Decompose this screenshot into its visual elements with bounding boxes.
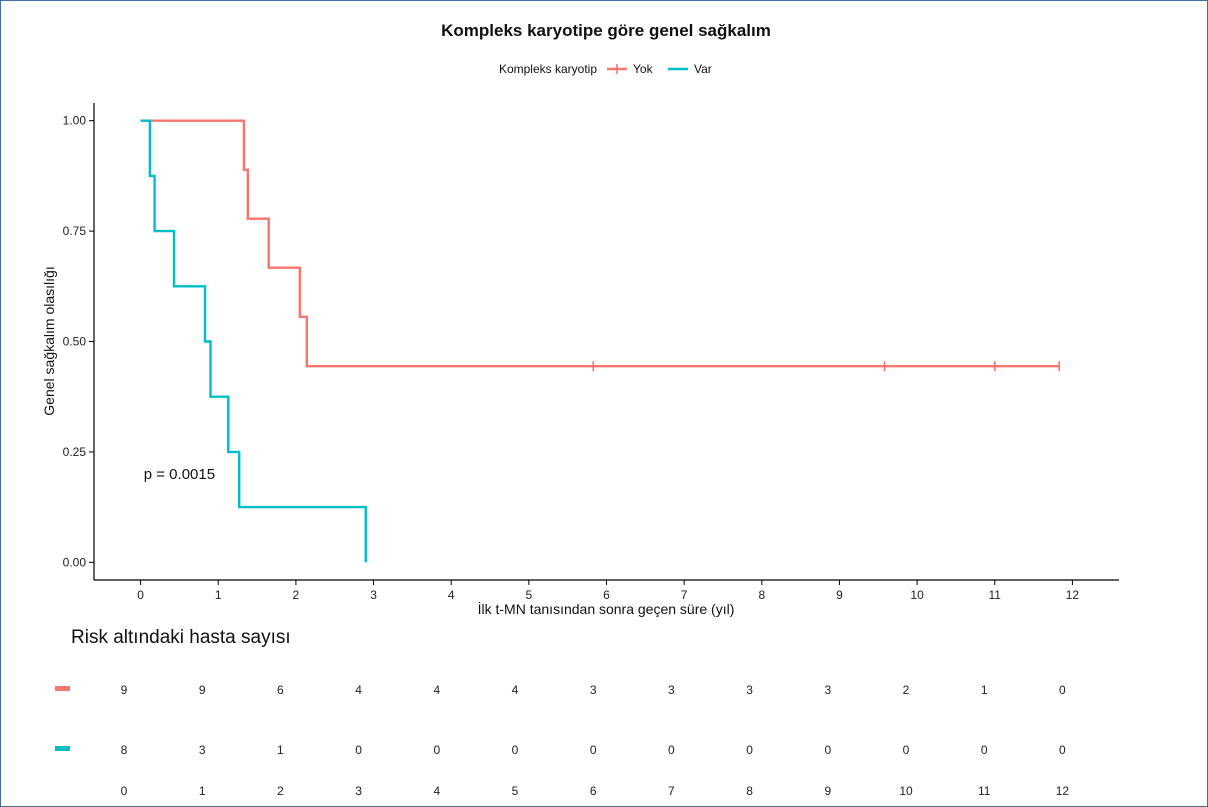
risk-count: 0	[1059, 743, 1066, 757]
risk-count: 3	[590, 683, 597, 697]
x-tick-label: 11	[989, 588, 1002, 602]
risk-count: 9	[199, 683, 206, 697]
x-tick-label: 12	[1066, 588, 1080, 602]
risk-count: 1	[277, 743, 284, 757]
risk-time-label: 8	[746, 784, 753, 798]
y-tick-label: 0.00	[63, 555, 87, 569]
risk-count: 0	[981, 743, 988, 757]
y-axis-label: Genel sağkalım olasılığı	[41, 266, 57, 415]
x-tick-label: 3	[370, 588, 377, 602]
risk-time-label: 3	[355, 784, 362, 798]
risk-count: 6	[277, 683, 284, 697]
x-tick-label: 2	[293, 588, 300, 602]
legend-label-yok: Yok	[633, 62, 654, 76]
x-tick-label: 8	[758, 588, 765, 602]
risk-time-label: 1	[199, 784, 206, 798]
risk-count: 0	[590, 743, 597, 757]
risk-count: 4	[433, 683, 440, 697]
legend-title: Kompleks karyotip	[499, 62, 597, 76]
risk-count: 3	[746, 683, 753, 697]
survival-curve-yok	[140, 119, 1060, 368]
risk-count: 9	[121, 683, 128, 697]
risk-table-title: Risk altındaki hasta sayısı	[71, 627, 291, 648]
risk-time-label: 12	[1056, 784, 1070, 798]
series-layer	[140, 119, 1061, 563]
risk-count: 0	[746, 743, 753, 757]
chart-title: Kompleks karyotipe göre genel sağkalım	[441, 21, 771, 40]
risk-time-label: 11	[978, 784, 991, 798]
risk-count: 0	[903, 743, 910, 757]
x-tick-label: 9	[836, 588, 843, 602]
risk-count: 3	[824, 683, 831, 697]
risk-count: 4	[512, 683, 519, 697]
risk-time-label: 4	[433, 784, 440, 798]
y-tick-label: 0.50	[63, 335, 87, 349]
x-tick-label: 6	[603, 588, 610, 602]
risk-time-label: 0	[121, 784, 128, 798]
survival-curve-var	[140, 119, 367, 563]
risk-time-label: 10	[899, 784, 913, 798]
y-tick-label: 1.00	[63, 114, 87, 128]
risk-count: 1	[981, 683, 988, 697]
legend-label-var: Var	[694, 62, 712, 76]
risk-count: 4	[355, 683, 362, 697]
p-value-annotation: p = 0.0015	[144, 466, 215, 483]
x-tick-label: 0	[137, 588, 144, 602]
risk-time-label: 7	[668, 784, 675, 798]
risk-time-label: 2	[277, 784, 284, 798]
risk-count: 0	[512, 743, 519, 757]
risk-time-label: 9	[824, 784, 831, 798]
risk-time-label: 5	[512, 784, 519, 798]
legend: Kompleks karyotip Yok Var	[499, 62, 712, 76]
x-ticks: 0 1 2 3 4 5 6 7 8 9 10 11 12	[137, 580, 1079, 602]
x-tick-label: 10	[910, 588, 924, 602]
risk-table: 9 9 6 4 4 4 3 3 3 3 2 1 08 3 1 0 0 0 0 0 0 0 0 0 00 1 2 3 4 5 6 7 8 9 10 11…	[55, 683, 1069, 798]
x-axis-label: İlk t-MN tanısından sonra geçen süre (yı…	[478, 600, 735, 617]
risk-time-label: 6	[590, 784, 597, 798]
x-tick-label: 1	[215, 588, 222, 602]
x-tick-label: 5	[526, 588, 533, 602]
risk-count: 3	[668, 683, 675, 697]
risk-row-color-key	[55, 746, 70, 751]
risk-count: 8	[121, 743, 128, 757]
y-ticks: 0.00 0.25 0.50 0.75 1.00	[63, 114, 94, 569]
y-tick-label: 0.75	[63, 224, 87, 238]
risk-count: 0	[355, 743, 362, 757]
risk-count: 0	[824, 743, 831, 757]
risk-count: 2	[903, 683, 910, 697]
risk-count: 3	[199, 743, 206, 757]
x-tick-label: 7	[681, 588, 688, 602]
risk-row-color-key	[55, 686, 70, 691]
x-tick-label: 4	[448, 588, 455, 602]
risk-count: 0	[433, 743, 440, 757]
y-tick-label: 0.25	[63, 445, 87, 459]
risk-count: 0	[1059, 683, 1066, 697]
risk-count: 0	[668, 743, 675, 757]
